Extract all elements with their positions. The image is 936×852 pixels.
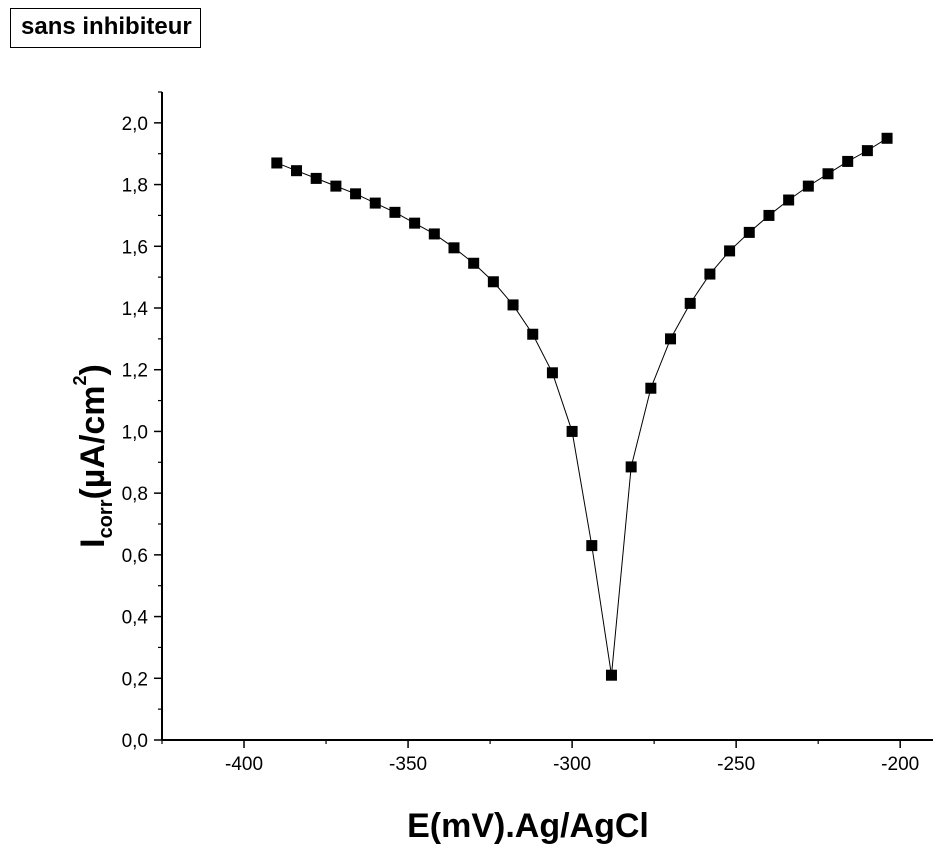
y-axis-label: Icorr(µA/cm2) [70, 364, 117, 548]
data-point [330, 180, 342, 192]
data-point [783, 194, 795, 206]
y-tick-label: 2,0 [122, 114, 148, 135]
y-tick-label: 1,8 [122, 176, 148, 197]
data-point [665, 333, 677, 345]
chart-title: sans inhibiteur [10, 8, 201, 48]
data-point [861, 145, 873, 157]
data-point [684, 297, 696, 309]
x-tick-label: -250 [717, 754, 755, 775]
data-point [566, 425, 578, 437]
x-tick-label: -300 [553, 754, 591, 775]
x-tick-label: -200 [881, 754, 919, 775]
data-point [743, 226, 755, 238]
data-point [507, 299, 519, 311]
data-point [546, 367, 558, 379]
data-point [448, 242, 460, 254]
y-tick-label: 0,8 [122, 484, 148, 505]
data-point [291, 165, 303, 177]
y-tick-label: 0,2 [122, 669, 148, 690]
data-point [842, 155, 854, 167]
x-axis-label: E(mV).Ag/AgCl [407, 807, 649, 845]
y-tick-label: 1,4 [122, 299, 149, 320]
y-tick-label: 0,0 [122, 731, 148, 752]
y-tick-label: 0,6 [122, 546, 148, 567]
data-point [763, 209, 775, 221]
data-point [586, 540, 598, 552]
data-point [389, 206, 401, 218]
data-point [271, 157, 283, 169]
data-point [724, 245, 736, 257]
data-point [428, 228, 440, 240]
y-tick-label: 1,6 [122, 237, 148, 258]
data-point [645, 382, 657, 394]
series-connector [276, 137, 888, 676]
x-tick-label: -400 [225, 754, 263, 775]
data-point [310, 172, 322, 184]
y-tick-label: 1,2 [122, 361, 148, 382]
data-point [527, 328, 539, 340]
data-point [802, 180, 814, 192]
series-line [271, 132, 893, 681]
data-point [468, 257, 480, 269]
tick-labels: 0,0 0,2 0,4 0,6 0,8 1,0 1,2 1,4 1,6 1,8 2,0 -400 -35… [122, 114, 920, 775]
data-point [605, 669, 617, 681]
y-tick-label: 1,0 [122, 422, 148, 443]
x-tick-label: -350 [389, 754, 427, 775]
data-point [704, 268, 716, 280]
data-point [625, 461, 637, 473]
data-point [881, 132, 893, 144]
data-point [409, 217, 421, 229]
data-point [487, 276, 499, 288]
data-point [369, 197, 381, 209]
y-tick-label: 0,4 [122, 608, 149, 629]
data-point [822, 168, 834, 180]
axes [154, 91, 933, 748]
data-point [350, 188, 362, 200]
